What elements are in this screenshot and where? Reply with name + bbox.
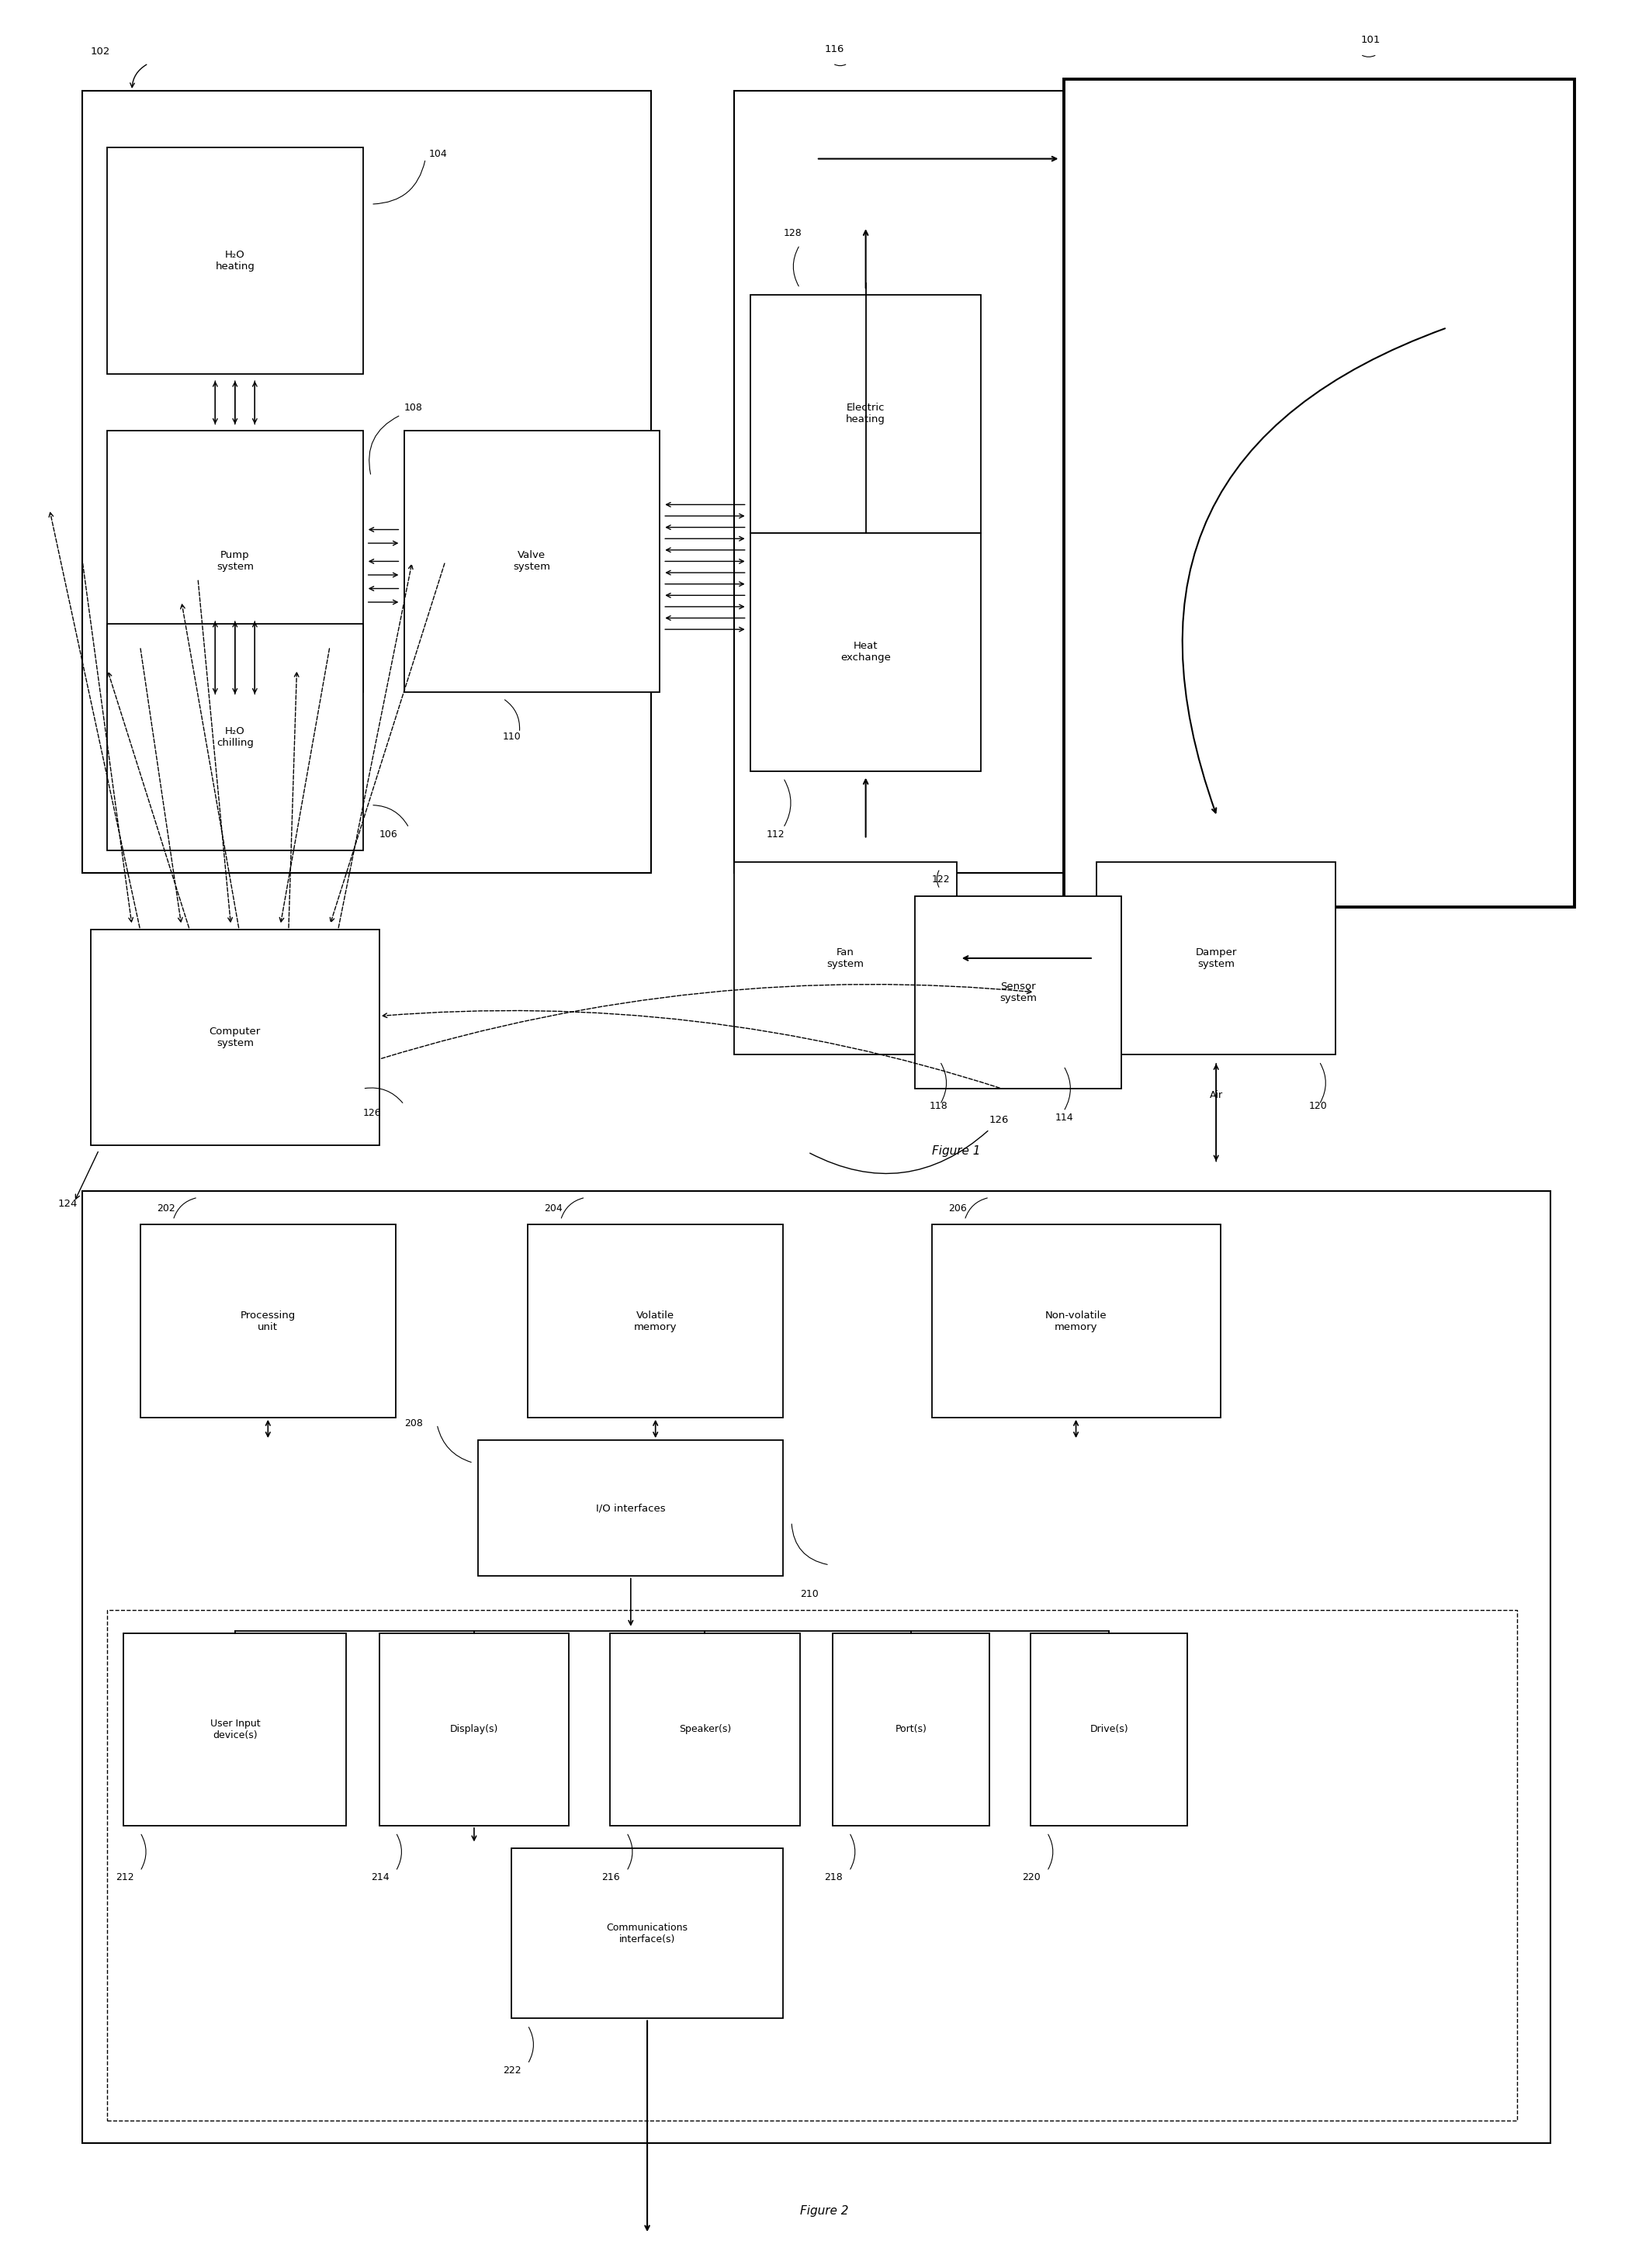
FancyBboxPatch shape (140, 1225, 396, 1418)
Text: Speaker(s): Speaker(s) (679, 1724, 731, 1735)
FancyBboxPatch shape (404, 431, 660, 692)
FancyBboxPatch shape (610, 1633, 800, 1826)
Text: 218: 218 (824, 1873, 843, 1882)
FancyBboxPatch shape (82, 91, 651, 873)
FancyBboxPatch shape (107, 147, 363, 374)
Text: User Input
device(s): User Input device(s) (209, 1719, 261, 1740)
FancyBboxPatch shape (107, 624, 363, 850)
FancyBboxPatch shape (528, 1225, 783, 1418)
Text: 206: 206 (948, 1204, 966, 1213)
Text: Damper
system: Damper system (1196, 948, 1237, 968)
FancyBboxPatch shape (1064, 79, 1575, 907)
Text: Pump
system: Pump system (216, 551, 254, 572)
Text: 118: 118 (930, 1102, 948, 1111)
Text: 114: 114 (1055, 1114, 1073, 1123)
Text: Sensor
system: Sensor system (999, 982, 1037, 1002)
FancyBboxPatch shape (750, 533, 981, 771)
Text: Figure 1: Figure 1 (932, 1145, 981, 1157)
FancyBboxPatch shape (734, 862, 956, 1055)
FancyBboxPatch shape (379, 1633, 569, 1826)
FancyBboxPatch shape (107, 1610, 1517, 2121)
Text: 110: 110 (503, 733, 521, 742)
Text: 212: 212 (115, 1873, 134, 1882)
Text: 108: 108 (404, 404, 422, 413)
Text: Figure 2: Figure 2 (800, 2204, 849, 2218)
Text: 210: 210 (800, 1590, 818, 1599)
FancyBboxPatch shape (734, 91, 1179, 873)
Text: Communications
interface(s): Communications interface(s) (607, 1923, 688, 1944)
Text: 101: 101 (1360, 36, 1380, 45)
Text: Display(s): Display(s) (450, 1724, 498, 1735)
Text: 208: 208 (404, 1420, 422, 1429)
FancyBboxPatch shape (91, 930, 379, 1145)
Text: Volatile
memory: Volatile memory (633, 1311, 678, 1331)
Text: 102: 102 (91, 48, 110, 57)
Text: 106: 106 (379, 830, 397, 839)
Text: 120: 120 (1309, 1102, 1327, 1111)
Text: Processing
unit: Processing unit (241, 1311, 295, 1331)
Text: 128: 128 (783, 229, 801, 238)
Text: Port(s): Port(s) (895, 1724, 927, 1735)
Text: Computer
system: Computer system (209, 1027, 261, 1048)
FancyBboxPatch shape (1031, 1633, 1187, 1826)
FancyBboxPatch shape (107, 431, 363, 692)
Text: 104: 104 (429, 150, 447, 159)
Text: 122: 122 (932, 875, 950, 885)
Text: 112: 112 (767, 830, 785, 839)
Text: I/O interfaces: I/O interfaces (595, 1504, 666, 1513)
Text: 204: 204 (544, 1204, 562, 1213)
FancyBboxPatch shape (750, 295, 981, 533)
Text: Fan
system: Fan system (826, 948, 864, 968)
Text: 202: 202 (157, 1204, 175, 1213)
Text: Valve
system: Valve system (513, 551, 551, 572)
Text: 222: 222 (503, 2066, 521, 2075)
FancyBboxPatch shape (1097, 862, 1336, 1055)
Text: Drive(s): Drive(s) (1090, 1724, 1128, 1735)
Text: 116: 116 (824, 45, 844, 54)
FancyBboxPatch shape (511, 1848, 783, 2019)
Text: Non-volatile
memory: Non-volatile memory (1045, 1311, 1106, 1331)
Text: Heat
exchange: Heat exchange (841, 642, 890, 662)
Text: H₂O
chilling: H₂O chilling (216, 726, 254, 748)
FancyBboxPatch shape (124, 1633, 346, 1826)
FancyBboxPatch shape (915, 896, 1121, 1089)
Text: 216: 216 (602, 1873, 620, 1882)
Text: 126: 126 (363, 1109, 381, 1118)
FancyBboxPatch shape (932, 1225, 1220, 1418)
Text: Air: Air (1209, 1091, 1224, 1100)
FancyBboxPatch shape (833, 1633, 989, 1826)
Text: 220: 220 (1022, 1873, 1041, 1882)
Text: Electric
heating: Electric heating (846, 404, 886, 424)
Text: 126: 126 (989, 1116, 1009, 1125)
FancyBboxPatch shape (478, 1440, 783, 1576)
Text: 214: 214 (371, 1873, 389, 1882)
Text: H₂O
heating: H₂O heating (216, 249, 254, 272)
FancyBboxPatch shape (82, 1191, 1550, 2143)
Text: 124: 124 (58, 1200, 78, 1209)
